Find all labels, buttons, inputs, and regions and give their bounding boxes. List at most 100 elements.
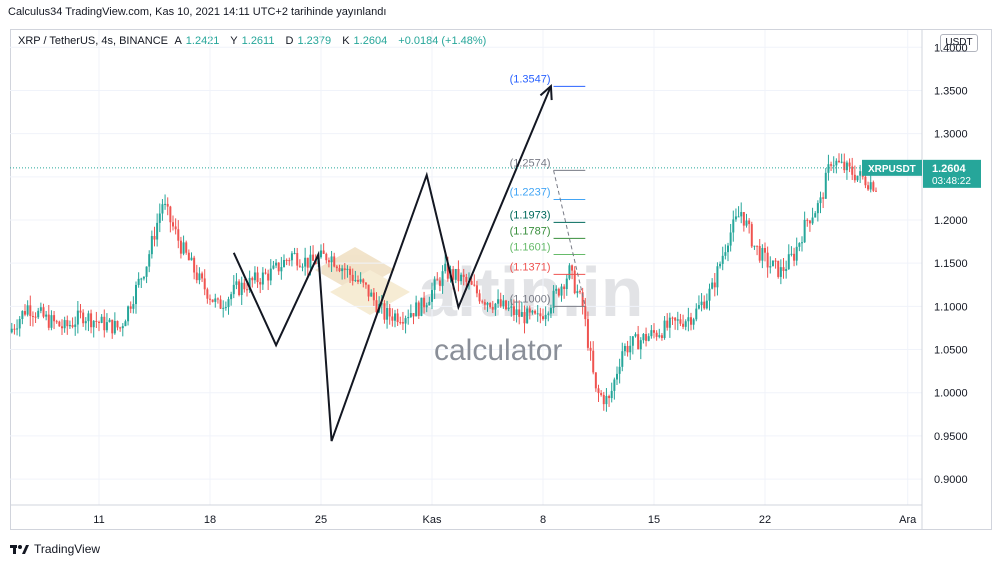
candle-body bbox=[351, 274, 354, 281]
candle-body bbox=[415, 302, 418, 317]
candle-body bbox=[610, 390, 613, 399]
candle-body bbox=[417, 302, 420, 316]
candle-body bbox=[386, 307, 389, 320]
candle-body bbox=[264, 272, 267, 274]
candle-body bbox=[248, 277, 251, 291]
candle-body bbox=[600, 393, 603, 395]
candle-body bbox=[261, 272, 264, 285]
candle-body bbox=[568, 265, 571, 279]
candle-body bbox=[687, 317, 690, 322]
candle-body bbox=[769, 266, 772, 268]
candle-body bbox=[407, 317, 410, 319]
candle-body bbox=[830, 164, 833, 166]
candle-body bbox=[523, 312, 526, 324]
candle-body bbox=[637, 334, 640, 350]
candle-body bbox=[713, 282, 716, 288]
candle-body bbox=[404, 318, 407, 324]
candle-body bbox=[383, 303, 386, 320]
candle-body bbox=[119, 327, 122, 329]
candle-body bbox=[579, 291, 581, 293]
candle-body bbox=[21, 311, 24, 320]
candle-body bbox=[98, 321, 100, 323]
candle-body bbox=[507, 307, 510, 310]
candle-body bbox=[47, 314, 50, 328]
candle-body bbox=[76, 310, 79, 325]
candle-body bbox=[243, 282, 246, 290]
candle-body bbox=[536, 313, 539, 315]
candle-body bbox=[68, 325, 71, 327]
candle-body bbox=[676, 319, 679, 321]
candle-body bbox=[198, 273, 201, 281]
candle-body bbox=[330, 256, 333, 263]
symbol-label[interactable]: XRP / TetherUS, 4s, BINANCE bbox=[18, 35, 168, 47]
candle-body bbox=[811, 217, 814, 224]
candle-body bbox=[399, 322, 402, 324]
candle-body bbox=[16, 328, 19, 330]
y-tick-label: 1.2000 bbox=[934, 215, 968, 227]
candle-body bbox=[592, 350, 595, 373]
candle-body bbox=[446, 263, 449, 279]
candle-body bbox=[394, 313, 396, 321]
candle-body bbox=[306, 257, 309, 268]
candle-body bbox=[124, 321, 127, 327]
candle-body bbox=[45, 314, 48, 317]
candle-body bbox=[372, 292, 375, 301]
countdown-label: 03:48:22 bbox=[932, 176, 971, 187]
candle-body bbox=[253, 272, 256, 281]
candle-body bbox=[272, 265, 275, 269]
candle-body bbox=[116, 321, 119, 328]
candle-body bbox=[90, 313, 93, 328]
candle-body bbox=[690, 317, 692, 325]
fib-level-label: (1.2237) bbox=[510, 187, 551, 199]
candle-body bbox=[31, 315, 34, 317]
candle-body bbox=[838, 160, 840, 162]
candle-body bbox=[100, 316, 103, 323]
candle-body bbox=[565, 278, 568, 290]
symbol-tag-label: XRPUSDT bbox=[868, 164, 916, 175]
y-tick-label: 0.9500 bbox=[934, 431, 968, 443]
pattern-arrowhead-icon bbox=[539, 84, 553, 101]
candle-body bbox=[58, 321, 61, 327]
candle-body bbox=[169, 206, 172, 223]
candle-body bbox=[283, 259, 285, 268]
candle-body bbox=[777, 260, 780, 277]
fib-trend-dashed bbox=[553, 170, 586, 307]
candle-body bbox=[431, 289, 433, 302]
candle-body bbox=[277, 262, 280, 272]
tradingview-logo-icon bbox=[10, 545, 29, 554]
candle-body bbox=[296, 252, 299, 266]
candle-body bbox=[719, 263, 722, 267]
candle-body bbox=[111, 319, 114, 334]
candle-body bbox=[103, 316, 106, 331]
candle-body bbox=[631, 336, 634, 346]
candle-body bbox=[42, 307, 45, 317]
candle-body bbox=[666, 320, 669, 328]
candle-body bbox=[312, 254, 315, 261]
candle-body bbox=[549, 307, 552, 314]
candle-body bbox=[531, 310, 534, 313]
candle-body bbox=[875, 190, 877, 192]
candle-body bbox=[428, 301, 431, 306]
candle-body bbox=[518, 309, 521, 317]
candle-body bbox=[341, 268, 344, 272]
candle-body bbox=[301, 266, 304, 268]
candle-body bbox=[748, 220, 751, 225]
candle-body bbox=[256, 272, 259, 283]
candle-body bbox=[164, 203, 167, 205]
currency-button[interactable]: USDT bbox=[940, 34, 978, 52]
pattern-zigzag-line bbox=[232, 85, 552, 442]
candle-body bbox=[502, 300, 505, 307]
candle-body bbox=[734, 216, 737, 220]
candle-body bbox=[105, 322, 108, 331]
candle-body bbox=[486, 302, 489, 305]
candle-body bbox=[39, 307, 42, 311]
candle-body bbox=[520, 312, 523, 317]
candle-body bbox=[452, 269, 455, 280]
candle-body bbox=[79, 310, 82, 313]
candle-body bbox=[658, 335, 661, 337]
candle-body bbox=[346, 268, 349, 271]
candle-body bbox=[29, 305, 32, 316]
candle-body bbox=[375, 300, 378, 313]
candle-body bbox=[50, 315, 53, 328]
